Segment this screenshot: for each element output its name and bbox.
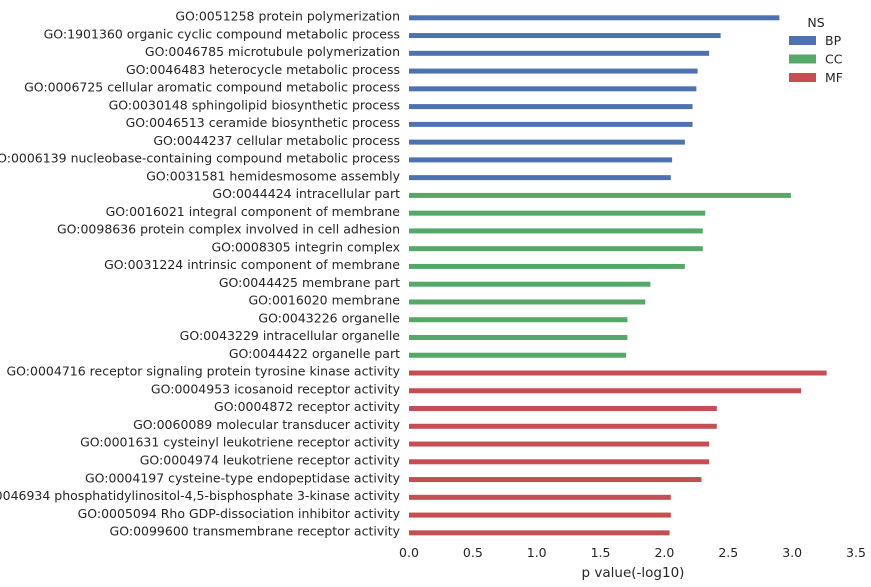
- y-tick-label: GO:0043229 intracellular organelle: [180, 328, 401, 343]
- bar-mf: [409, 388, 802, 394]
- legend-swatch-cc: [789, 54, 816, 64]
- y-tick-label: GO:1901360 organic cyclic compound metab…: [44, 26, 400, 41]
- legend-swatch-mf: [789, 73, 816, 82]
- y-tick-label: GO:0004716 receptor signaling protein ty…: [7, 364, 401, 379]
- bar-cc: [409, 192, 791, 198]
- y-tick-label: GO:0016020 membrane: [248, 293, 400, 308]
- bar-mf: [409, 406, 717, 412]
- bar-bp: [409, 175, 671, 181]
- y-tick-label: GO:0046785 microtubule polymerization: [145, 44, 400, 59]
- y-tick-label: GO:0099600 transmembrane receptor activi…: [110, 524, 401, 539]
- y-tick-label: GO:0043226 organelle: [258, 310, 400, 325]
- bar-mf: [409, 530, 670, 536]
- bar-mf: [409, 423, 717, 429]
- x-tick-label: 0.0: [399, 545, 419, 560]
- y-tick-label: GO:0004197 cysteine-type endopeptidase a…: [85, 470, 401, 485]
- bar-cc: [409, 246, 703, 252]
- x-tick-label: 2.5: [718, 545, 738, 560]
- x-tick-label: 3.0: [782, 545, 802, 560]
- x-tick-label: 2.0: [654, 545, 674, 560]
- bar-bp: [409, 33, 721, 39]
- x-tick-label: 1.5: [591, 545, 611, 560]
- bar-bp: [409, 68, 698, 74]
- y-tick-label: GO:0006139 nucleobase-containing compoun…: [0, 151, 400, 166]
- bar-cc: [409, 317, 628, 323]
- bar-bp: [409, 86, 697, 92]
- legend-label-cc: CC: [825, 52, 843, 67]
- bar-mf: [409, 441, 710, 447]
- legend-swatch-bp: [789, 36, 816, 45]
- bar-bp: [409, 121, 693, 127]
- bar-bp: [409, 157, 673, 163]
- y-tick-label: GO:0044425 membrane part: [219, 275, 400, 290]
- bar-bp: [409, 50, 710, 56]
- x-axis-label: p value(-log10): [582, 565, 685, 581]
- legend-label-mf: MF: [825, 70, 843, 85]
- legend: NS BP CC MF: [789, 15, 843, 85]
- bar-bp: [409, 15, 780, 21]
- bar-cc: [409, 263, 685, 269]
- bar-cc: [409, 334, 628, 340]
- x-tick-label: 0.5: [463, 545, 483, 560]
- y-tick-label: GO:0046483 heterocycle metabolic process: [126, 62, 400, 77]
- y-tick-label: GO:0031224 intrinsic component of membra…: [104, 257, 400, 272]
- x-tick-label: 3.5: [846, 545, 866, 560]
- y-tick-label: GO:0031581 hemidesmosome assembly: [146, 168, 400, 183]
- y-tick-label: GO:0051258 protein polymerization: [175, 9, 400, 24]
- y-tick-label: GO:0004974 leukotriene receptor activity: [140, 453, 401, 468]
- y-tick-label: GO:0005094 Rho GDP-dissociation inhibito…: [78, 506, 401, 521]
- y-tick-label: GO:0046513 ceramide biosynthetic process: [126, 115, 400, 130]
- bar-bp: [409, 139, 685, 145]
- y-tick-label: GO:0044237 cellular metabolic process: [153, 133, 400, 148]
- y-tick-labels: GO:0051258 protein polymerization GO:1901…: [0, 9, 401, 539]
- y-tick-label: GO:0008305 integrin complex: [211, 239, 400, 254]
- x-tick-label: 1.0: [527, 545, 547, 560]
- bar-bp: [409, 104, 693, 110]
- bar-cc: [409, 299, 646, 305]
- bar-cc: [409, 210, 706, 216]
- bar-mf: [409, 477, 702, 483]
- y-tick-label: GO:0044422 organelle part: [229, 346, 400, 361]
- bar-cc: [409, 352, 627, 358]
- y-tick-label: GO:0001631 cysteinyl leukotriene recepto…: [80, 435, 400, 450]
- legend-title: NS: [807, 15, 824, 30]
- y-tick-label: GO:0016021 integral component of membran…: [106, 204, 401, 219]
- x-tick-labels: 0.0 0.5 1.0 1.5 2.0 2.5 3.0 3.5: [399, 545, 866, 560]
- legend-label-bp: BP: [825, 33, 842, 48]
- y-tick-label: GO:0044424 intracellular part: [212, 186, 400, 201]
- y-tick-label: GO:0004872 receptor activity: [214, 399, 401, 414]
- y-tick-label: GO:0046934 phosphatidylinositol-4,5-bisp…: [0, 488, 401, 503]
- bar-mf: [409, 494, 671, 500]
- bar-mf: [409, 370, 827, 376]
- bar-mf: [409, 512, 671, 518]
- y-tick-label: GO:0004953 icosanoid receptor activity: [151, 381, 401, 396]
- bar-cc: [409, 281, 651, 287]
- bars-layer: [409, 15, 827, 536]
- bar-cc: [409, 228, 703, 234]
- bar-mf: [409, 459, 710, 465]
- y-tick-label: GO:0060089 molecular transducer activity: [133, 417, 401, 432]
- y-tick-label: GO:0006725 cellular aromatic compound me…: [24, 80, 400, 95]
- y-tick-label: GO:0030148 sphingolipid biosynthetic pro…: [109, 97, 400, 112]
- y-tick-label: GO:0098636 protein complex involved in c…: [57, 222, 400, 237]
